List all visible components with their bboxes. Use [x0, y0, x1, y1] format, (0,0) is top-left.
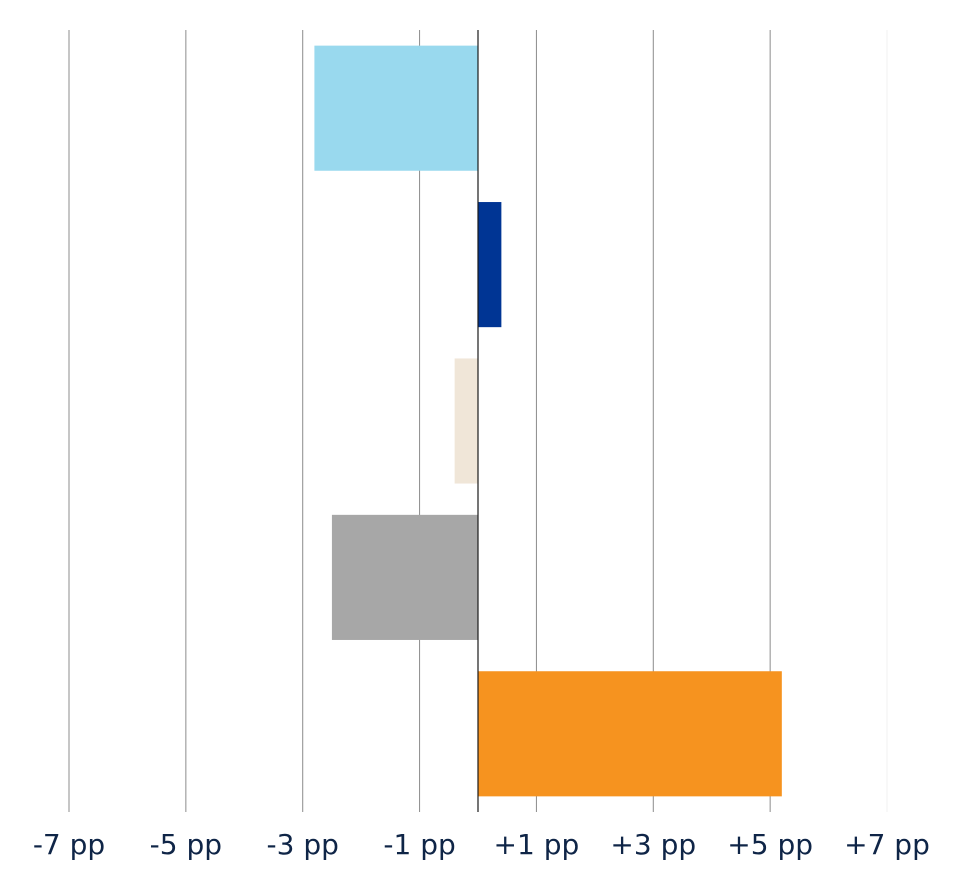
- bar: [478, 671, 782, 797]
- x-tick-label: +5 pp: [727, 828, 813, 861]
- x-tick-label: +3 pp: [610, 828, 696, 861]
- bar: [478, 202, 502, 328]
- x-axis-tick-labels: -7 pp -5 pp -3 pp -1 pp +1 pp +3 pp +5 pp +7 pp: [33, 828, 930, 861]
- x-tick-label: -3 pp: [267, 828, 339, 861]
- x-tick-label: -1 pp: [383, 828, 455, 861]
- x-tick-label: +7 pp: [844, 828, 930, 861]
- bar: [331, 514, 478, 640]
- x-tick-label: -5 pp: [150, 828, 222, 861]
- x-tick-label: -7 pp: [33, 828, 105, 861]
- bar: [454, 358, 478, 484]
- bars: [314, 45, 782, 797]
- bar: [314, 45, 478, 171]
- x-tick-label: +1 pp: [494, 828, 580, 861]
